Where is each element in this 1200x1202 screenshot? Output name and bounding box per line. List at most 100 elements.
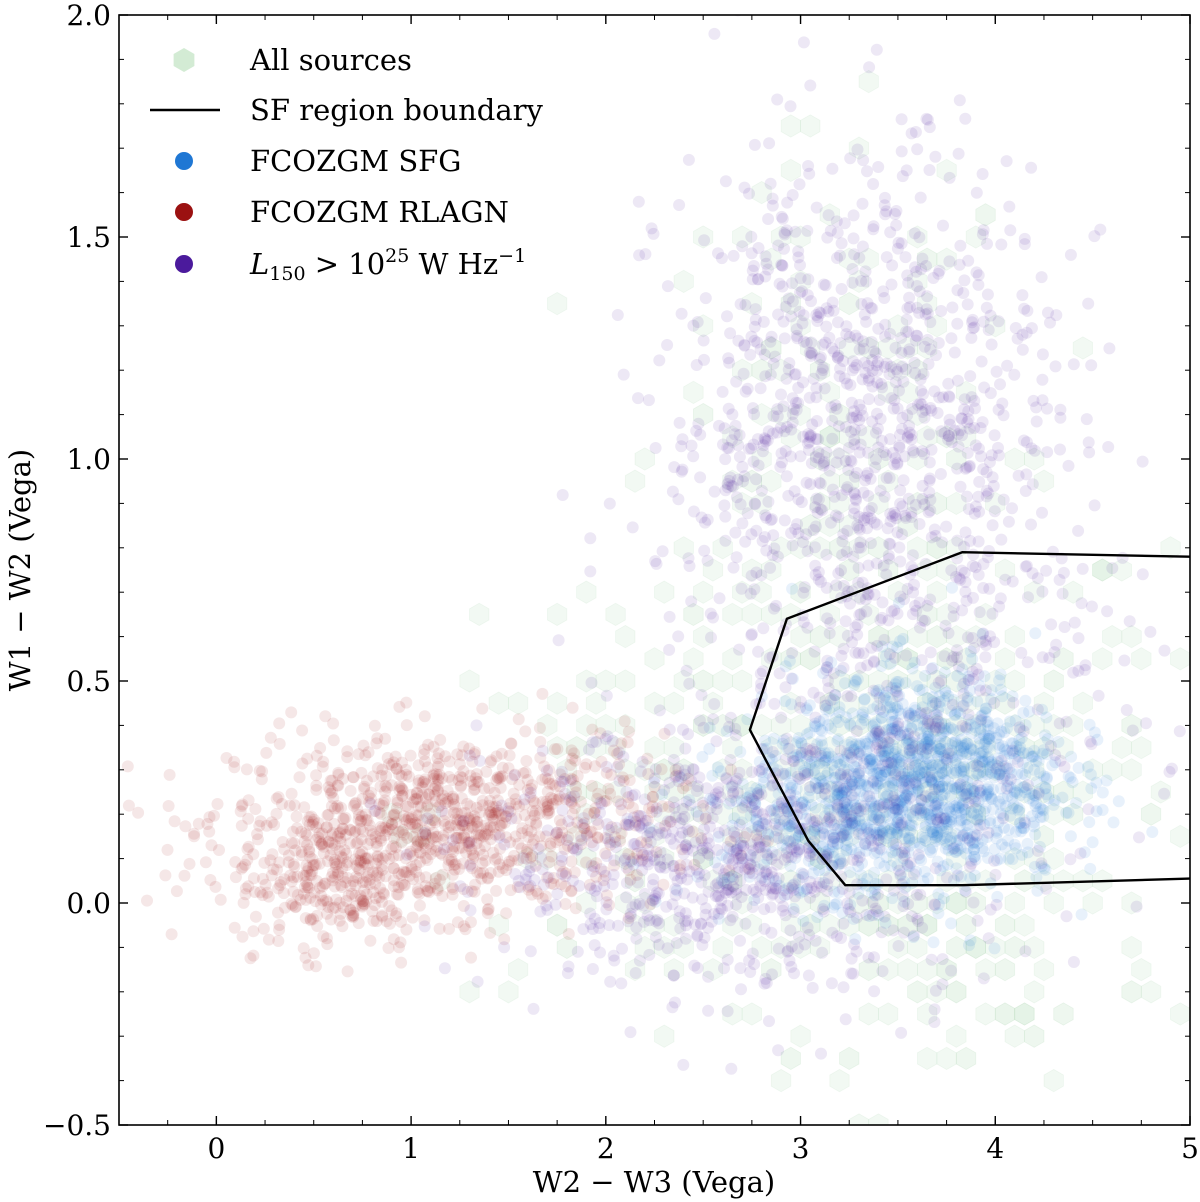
hexbin-cell xyxy=(926,758,947,782)
data-point xyxy=(41,810,53,822)
data-point xyxy=(792,873,805,886)
data-point xyxy=(694,471,707,484)
data-point xyxy=(170,885,183,898)
data-point xyxy=(476,799,489,812)
data-point xyxy=(204,874,217,886)
data-point xyxy=(965,857,978,870)
data-point xyxy=(464,769,477,782)
data-point xyxy=(228,761,241,774)
data-point xyxy=(631,847,644,860)
data-point xyxy=(999,841,1012,854)
data-point xyxy=(454,770,467,783)
data-point xyxy=(352,813,365,826)
data-point xyxy=(639,248,652,261)
data-point xyxy=(938,650,951,663)
data-point xyxy=(914,888,927,901)
hexbin-cell xyxy=(985,935,1006,960)
data-point xyxy=(892,717,905,730)
data-point xyxy=(291,889,304,901)
hexbin-cell xyxy=(955,1046,977,1071)
data-point xyxy=(445,855,458,868)
data-point xyxy=(958,274,971,287)
data-point xyxy=(1158,787,1171,800)
data-point xyxy=(504,737,517,750)
data-point xyxy=(656,545,669,558)
data-point xyxy=(545,877,558,890)
data-point xyxy=(396,782,409,795)
data-point xyxy=(777,315,790,328)
data-point xyxy=(677,723,689,736)
data-point xyxy=(392,825,405,838)
hexbin-cell xyxy=(751,180,772,205)
data-point xyxy=(424,848,437,861)
data-point xyxy=(498,933,511,946)
hexbin-cell xyxy=(761,780,782,804)
hexbin-cell xyxy=(761,336,782,360)
data-point xyxy=(855,424,868,437)
data-point xyxy=(307,816,320,828)
data-point xyxy=(1041,446,1054,459)
data-point xyxy=(396,784,409,797)
data-point xyxy=(1036,348,1049,361)
hexbin-cell xyxy=(585,735,607,760)
data-point xyxy=(854,608,867,620)
data-point xyxy=(466,862,479,875)
data-point xyxy=(121,760,134,773)
data-point xyxy=(316,760,329,773)
data-point xyxy=(179,820,192,833)
data-point xyxy=(871,407,883,420)
data-point xyxy=(251,828,264,841)
data-point xyxy=(879,191,891,204)
hexbin-cell xyxy=(381,802,402,826)
data-point xyxy=(482,824,495,837)
data-point xyxy=(872,814,885,827)
data-point xyxy=(295,845,308,858)
data-point xyxy=(960,737,973,750)
data-point xyxy=(1102,441,1115,453)
data-point xyxy=(351,836,364,849)
hexbin-cell xyxy=(556,758,577,782)
data-point xyxy=(966,313,979,326)
hexbin-cell xyxy=(673,935,694,960)
data-point xyxy=(707,713,720,726)
data-point xyxy=(876,965,889,978)
data-point xyxy=(611,761,624,773)
data-point xyxy=(370,836,383,849)
data-point xyxy=(895,1026,908,1039)
data-point xyxy=(645,222,658,235)
hexbin-cell xyxy=(1111,735,1132,760)
data-point xyxy=(909,804,922,816)
hexbin-cell xyxy=(634,447,655,471)
data-point xyxy=(1088,499,1101,512)
data-point xyxy=(496,817,508,830)
data-point xyxy=(1075,908,1088,921)
data-point xyxy=(552,793,565,806)
data-point xyxy=(601,818,614,831)
data-point xyxy=(975,450,987,463)
data-point xyxy=(566,701,579,714)
data-point xyxy=(740,884,753,896)
data-point xyxy=(850,725,863,738)
data-point xyxy=(925,953,938,966)
data-point xyxy=(679,742,692,755)
hexbin-cell xyxy=(1150,780,1171,804)
hexbin-cell xyxy=(897,735,918,760)
hexbin-cell xyxy=(732,580,753,604)
data-point xyxy=(451,813,464,826)
data-point xyxy=(586,779,598,792)
hexbin-cell xyxy=(926,536,947,560)
data-point xyxy=(710,803,723,816)
data-point xyxy=(1036,585,1049,598)
hexbin-cell xyxy=(839,1046,860,1071)
data-point xyxy=(629,815,642,828)
data-point xyxy=(333,827,346,840)
data-point xyxy=(811,315,824,327)
data-point xyxy=(395,770,408,783)
hexbin-cell xyxy=(917,247,938,271)
hexbin-cell xyxy=(780,291,801,316)
data-point xyxy=(697,799,709,812)
data-point xyxy=(674,859,687,872)
data-point xyxy=(873,691,886,704)
data-point xyxy=(907,868,920,881)
data-point xyxy=(884,538,897,551)
